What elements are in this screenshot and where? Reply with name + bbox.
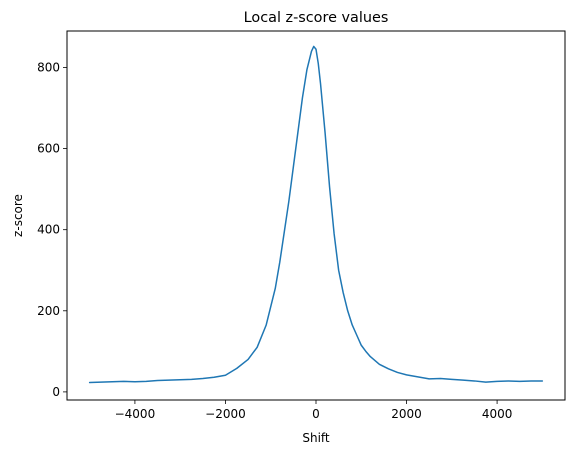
y-tick-label: 800 [37,60,60,74]
x-axis: −4000 −2000 0 2000 4000 [115,400,513,421]
x-axis-label: Shift [302,431,330,445]
plot-frame [66,30,566,401]
chart-title: Local z-score values [244,10,389,26]
x-tick-label: −4000 [115,407,156,421]
y-tick-label: 600 [37,142,60,156]
y-tick-label: 200 [37,304,60,318]
x-tick-label: 0 [312,407,320,421]
series-line [88,45,544,384]
x-tick-label: 4000 [482,407,513,421]
x-tick-label: −2000 [205,407,246,421]
y-axis: 0 200 400 600 800 [37,60,67,399]
y-tick-label: 0 [52,385,60,399]
y-axis-label: z-score [11,194,25,237]
y-tick-label: 400 [37,223,60,237]
x-tick-label: 2000 [391,407,422,421]
